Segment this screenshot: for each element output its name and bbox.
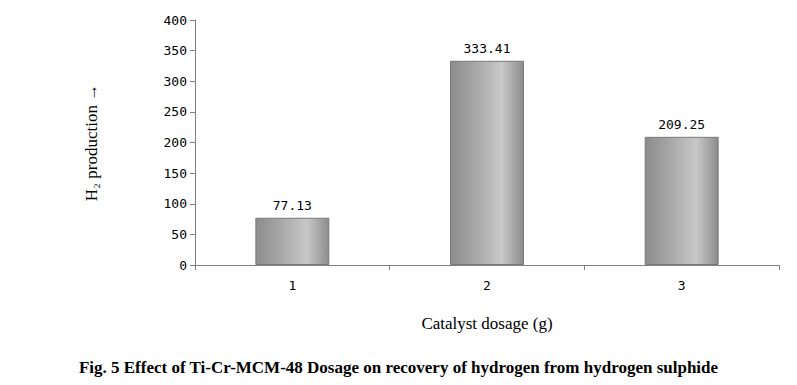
svg-text:Fig. 5 Effect of Ti-Cr-MCM-48: Fig. 5 Effect of Ti-Cr-MCM-48 Dosage on … bbox=[79, 358, 719, 377]
svg-text:333.41: 333.41 bbox=[464, 41, 511, 56]
svg-text:209.25: 209.25 bbox=[658, 117, 705, 132]
svg-text:400: 400 bbox=[164, 13, 187, 28]
svg-text:77.13: 77.13 bbox=[273, 198, 312, 213]
svg-text:H₂ production →: H₂ production → bbox=[82, 84, 101, 201]
svg-text:Catalyst dosage (g): Catalyst dosage (g) bbox=[421, 314, 552, 333]
svg-text:2: 2 bbox=[483, 278, 491, 293]
svg-text:300: 300 bbox=[164, 74, 187, 89]
svg-text:200: 200 bbox=[164, 135, 187, 150]
svg-text:50: 50 bbox=[171, 227, 187, 242]
svg-text:0: 0 bbox=[179, 258, 187, 273]
svg-text:1: 1 bbox=[288, 278, 296, 293]
svg-text:350: 350 bbox=[164, 43, 187, 58]
svg-text:100: 100 bbox=[164, 196, 187, 211]
svg-text:250: 250 bbox=[164, 104, 187, 119]
svg-text:150: 150 bbox=[164, 166, 187, 181]
svg-text:3: 3 bbox=[678, 278, 686, 293]
